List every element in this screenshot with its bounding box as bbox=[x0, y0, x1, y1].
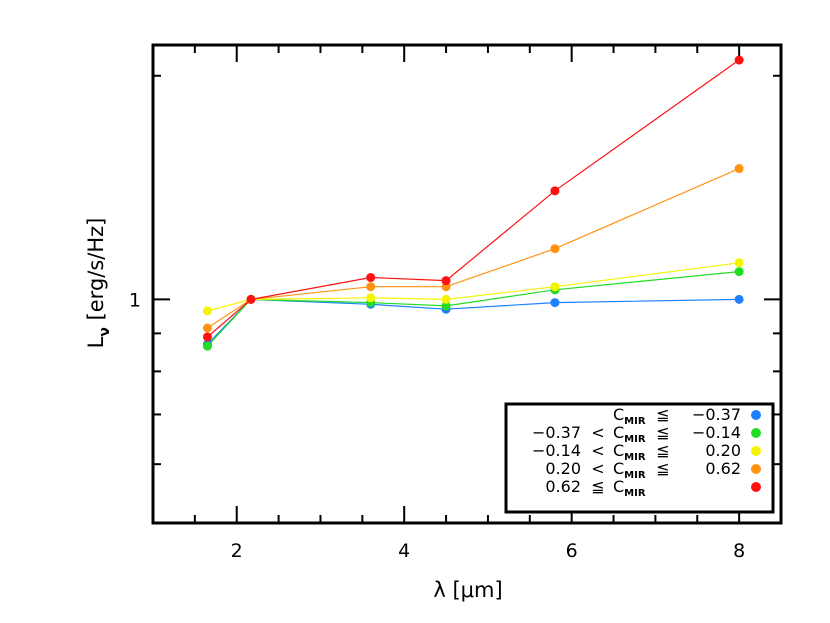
legend-marker bbox=[751, 446, 761, 456]
data-point-s3 bbox=[734, 258, 744, 268]
series-line-s5 bbox=[207, 59, 740, 338]
y-axis-title-subscript: ν bbox=[97, 327, 113, 337]
legend-variable: CMIR bbox=[613, 441, 646, 463]
data-point-s3 bbox=[202, 306, 212, 316]
data-point-s5 bbox=[550, 186, 560, 196]
tick-labels: 2 4 6 8 1 bbox=[129, 289, 745, 562]
legend-upper-bound: 0.20 bbox=[705, 441, 741, 460]
data-point-s5 bbox=[202, 332, 212, 342]
legend-box bbox=[504, 402, 775, 514]
legend-rows: CMIR ≦ −0.37−0.37 < CMIR ≦ −0.14−0.14 < CMIR ≦ 0.2… bbox=[532, 405, 761, 499]
legend-operator: < bbox=[591, 423, 604, 442]
y-axis-title: Lν [erg/s/Hz] bbox=[84, 218, 113, 349]
legend-variable-main: C bbox=[613, 441, 624, 460]
legend-lower-bound: −0.14 bbox=[532, 441, 581, 460]
legend-upper-bound: −0.37 bbox=[692, 405, 741, 424]
data-point-s5 bbox=[366, 273, 376, 283]
legend-variable-main: C bbox=[613, 477, 624, 496]
legend-operator: < bbox=[591, 441, 604, 460]
legend-row: −0.14 < CMIR ≦ 0.20 bbox=[532, 441, 761, 463]
legend-row: −0.37 < CMIR ≦ −0.14 bbox=[532, 423, 761, 445]
y-tick-label: 1 bbox=[129, 289, 141, 311]
x-tick-label: 6 bbox=[566, 540, 578, 562]
legend-lower-bound: 0.20 bbox=[545, 459, 581, 478]
legend-marker bbox=[751, 410, 761, 420]
legend-row: CMIR ≦ −0.37 bbox=[613, 405, 761, 427]
legend-variable: CMIR bbox=[613, 423, 646, 445]
data-point-s2 bbox=[202, 341, 212, 351]
legend-operator: ≦ bbox=[656, 459, 669, 478]
legend-variable: CMIR bbox=[613, 405, 646, 427]
legend-variable-subscript: MIR bbox=[624, 452, 646, 463]
data-point-s5 bbox=[246, 294, 256, 304]
legend-row: 0.62 ≦ CMIR bbox=[545, 477, 761, 499]
legend-lower-bound: −0.37 bbox=[532, 423, 581, 442]
x-tick-label: 4 bbox=[398, 540, 410, 562]
legend: CMIR ≦ −0.37−0.37 < CMIR ≦ −0.14−0.14 < CMIR ≦ 0.2… bbox=[504, 402, 775, 514]
legend-upper-bound: −0.14 bbox=[692, 423, 741, 442]
legend-variable-subscript: MIR bbox=[624, 416, 646, 427]
y-axis-title-rest: [erg/s/Hz] bbox=[84, 218, 108, 327]
legend-variable-main: C bbox=[613, 459, 624, 478]
legend-variable-subscript: MIR bbox=[624, 470, 646, 481]
legend-operator: ≦ bbox=[656, 405, 669, 424]
legend-operator: < bbox=[591, 459, 604, 478]
series-line-s4 bbox=[207, 168, 740, 329]
series-line-s3 bbox=[207, 262, 740, 312]
data-point-s2 bbox=[441, 301, 451, 311]
data-point-s4 bbox=[550, 244, 560, 254]
data-point-s4 bbox=[202, 323, 212, 333]
data-point-s3 bbox=[441, 294, 451, 304]
plot-frame bbox=[151, 43, 783, 525]
series-lines bbox=[206, 59, 740, 347]
legend-operator: ≦ bbox=[656, 441, 669, 460]
data-point-s5 bbox=[441, 276, 451, 286]
legend-operator: ≦ bbox=[591, 477, 604, 496]
legend-variable: CMIR bbox=[613, 477, 646, 499]
legend-row: 0.20 < CMIR ≦ 0.62 bbox=[545, 459, 761, 481]
legend-variable-subscript: MIR bbox=[624, 434, 646, 445]
legend-operator: ≦ bbox=[656, 423, 669, 442]
data-point-s2 bbox=[734, 267, 744, 277]
legend-variable-subscript: MIR bbox=[624, 488, 646, 499]
legend-lower-bound: 0.62 bbox=[545, 477, 581, 496]
legend-variable: CMIR bbox=[613, 459, 646, 481]
data-point-s5 bbox=[734, 55, 744, 65]
series-line-s2 bbox=[206, 271, 740, 347]
data-point-s4 bbox=[734, 164, 744, 174]
data-point-s1 bbox=[734, 294, 744, 304]
data-point-s4 bbox=[366, 282, 376, 292]
x-tick-label: 8 bbox=[733, 540, 745, 562]
legend-variable-main: C bbox=[613, 405, 624, 424]
legend-marker bbox=[751, 482, 761, 492]
legend-marker bbox=[751, 464, 761, 474]
data-point-s3 bbox=[366, 293, 376, 303]
data-point-s3 bbox=[550, 282, 560, 292]
legend-variable-main: C bbox=[613, 423, 624, 442]
y-axis-title-main: L bbox=[84, 336, 108, 348]
legend-upper-bound: 0.62 bbox=[705, 459, 741, 478]
x-axis-title: λ [μm] bbox=[433, 578, 502, 602]
x-tick-label: 2 bbox=[231, 540, 243, 562]
series-points bbox=[202, 55, 744, 351]
legend-marker bbox=[751, 428, 761, 438]
data-point-s1 bbox=[550, 298, 560, 308]
